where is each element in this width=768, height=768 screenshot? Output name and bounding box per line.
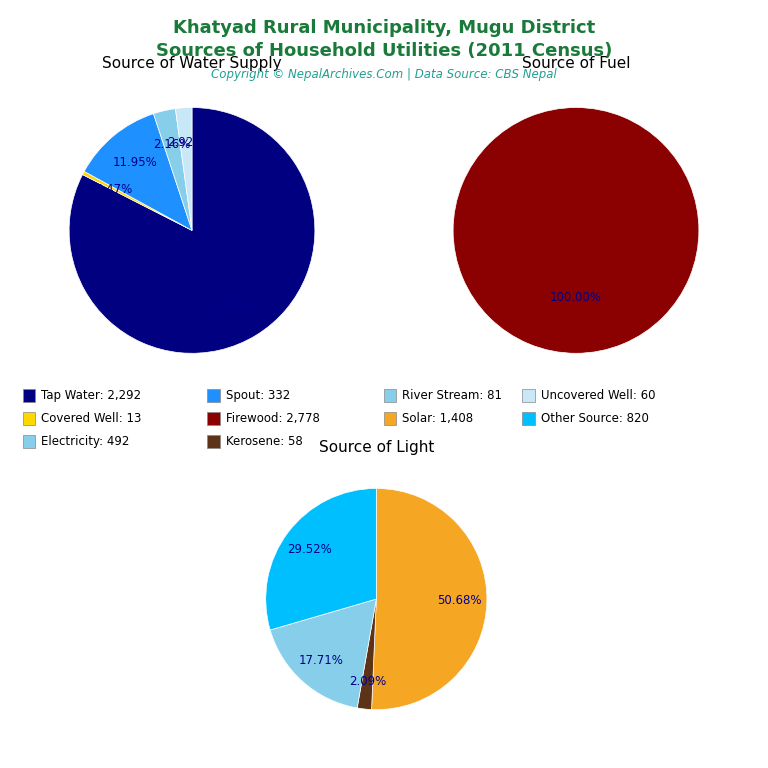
- Text: 100.00%: 100.00%: [550, 292, 602, 304]
- Text: Uncovered Well: 60: Uncovered Well: 60: [541, 389, 655, 402]
- Wedge shape: [372, 488, 487, 710]
- Wedge shape: [69, 108, 315, 353]
- Text: Spout: 332: Spout: 332: [226, 389, 290, 402]
- Wedge shape: [175, 108, 192, 230]
- Wedge shape: [266, 488, 376, 630]
- Text: Covered Well: 13: Covered Well: 13: [41, 412, 142, 425]
- Text: 50.68%: 50.68%: [437, 594, 482, 607]
- Wedge shape: [82, 171, 192, 230]
- Text: 0.47%: 0.47%: [95, 183, 132, 196]
- Text: River Stream: 81: River Stream: 81: [402, 389, 502, 402]
- Text: Firewood: 2,778: Firewood: 2,778: [226, 412, 319, 425]
- Text: 29.52%: 29.52%: [287, 543, 333, 556]
- Text: Kerosene: 58: Kerosene: 58: [226, 435, 303, 448]
- Text: Tap Water: 2,292: Tap Water: 2,292: [41, 389, 141, 402]
- Text: 17.71%: 17.71%: [299, 654, 343, 667]
- Text: Khatyad Rural Municipality, Mugu District: Khatyad Rural Municipality, Mugu Distric…: [173, 19, 595, 37]
- Title: Source of Light: Source of Light: [319, 441, 434, 455]
- Wedge shape: [84, 114, 192, 230]
- Wedge shape: [270, 599, 376, 708]
- Text: Solar: 1,408: Solar: 1,408: [402, 412, 474, 425]
- Title: Source of Water Supply: Source of Water Supply: [102, 57, 282, 71]
- Text: 11.95%: 11.95%: [113, 156, 157, 169]
- Wedge shape: [453, 108, 699, 353]
- Text: 2.16%: 2.16%: [154, 137, 190, 151]
- Text: Sources of Household Utilities (2011 Census): Sources of Household Utilities (2011 Cen…: [156, 42, 612, 60]
- Text: Other Source: 820: Other Source: 820: [541, 412, 648, 425]
- Wedge shape: [357, 599, 376, 710]
- Wedge shape: [154, 108, 192, 230]
- Text: Electricity: 492: Electricity: 492: [41, 435, 130, 448]
- Text: 2.92%: 2.92%: [167, 136, 205, 149]
- Title: Source of Fuel: Source of Fuel: [521, 57, 631, 71]
- Text: Copyright © NepalArchives.Com | Data Source: CBS Nepal: Copyright © NepalArchives.Com | Data Sou…: [211, 68, 557, 81]
- Text: 82.51%: 82.51%: [216, 300, 260, 313]
- Text: 2.09%: 2.09%: [349, 675, 386, 688]
